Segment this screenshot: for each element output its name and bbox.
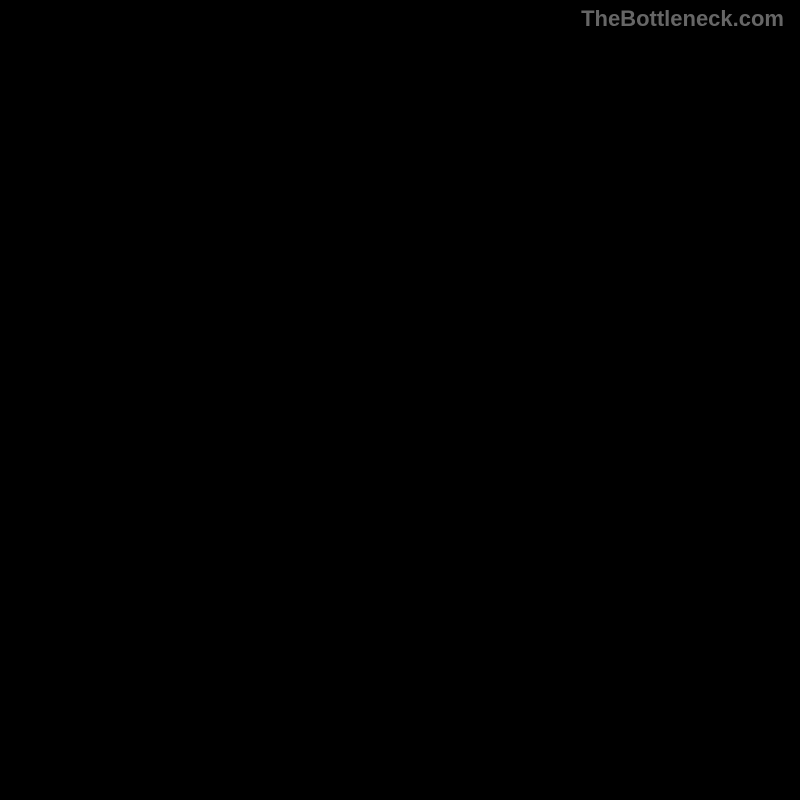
watermark-text: TheBottleneck.com	[581, 6, 784, 32]
heatmap-canvas	[24, 36, 776, 776]
chart-container: TheBottleneck.com	[0, 0, 800, 800]
heatmap-plot	[24, 36, 776, 776]
